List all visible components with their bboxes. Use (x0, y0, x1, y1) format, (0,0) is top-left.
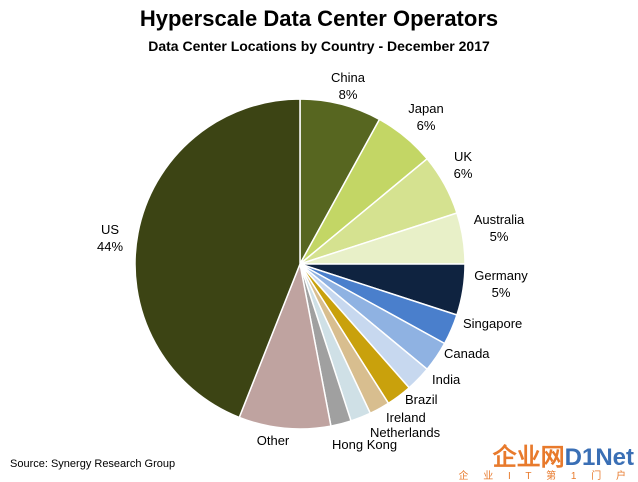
pie-slice-other (238, 261, 332, 430)
source-note: Source: Synergy Research Group (10, 458, 176, 470)
slice-label-singapore: Singapore (463, 316, 522, 331)
slice-label-china: China 8% (331, 70, 366, 102)
slice-label-brazil: Brazil (405, 392, 438, 407)
slice-label-ireland: Ireland (386, 410, 426, 425)
chart-title: Hyperscale Data Center Operators (139, 6, 499, 31)
watermark-sub: 企 业 I T 第 1 门 户 (458, 471, 632, 482)
slice-label-germany: Germany 5% (474, 268, 528, 300)
slice-label-hong-kong: Hong Kong (332, 437, 397, 452)
slice-label-other: Other (257, 433, 290, 448)
slice-label-canada: Canada (444, 346, 490, 361)
watermark-main: 企业网D1Net (492, 444, 634, 471)
slice-label-uk: UK 6% (454, 149, 473, 181)
pie-slice-us (134, 98, 301, 419)
slice-label-us: US 44% (97, 222, 123, 254)
slice-label-india: India (432, 372, 461, 387)
watermark-logo: 企业网D1Net 企 业 I T 第 1 门 户 (458, 437, 634, 482)
chart-subtitle: Data Center Locations by Country - Decem… (148, 38, 490, 54)
slice-label-japan: Japan 6% (408, 101, 443, 133)
slice-label-netherlands: Netherlands (370, 425, 441, 440)
slice-label-australia: Australia 5% (474, 212, 525, 244)
